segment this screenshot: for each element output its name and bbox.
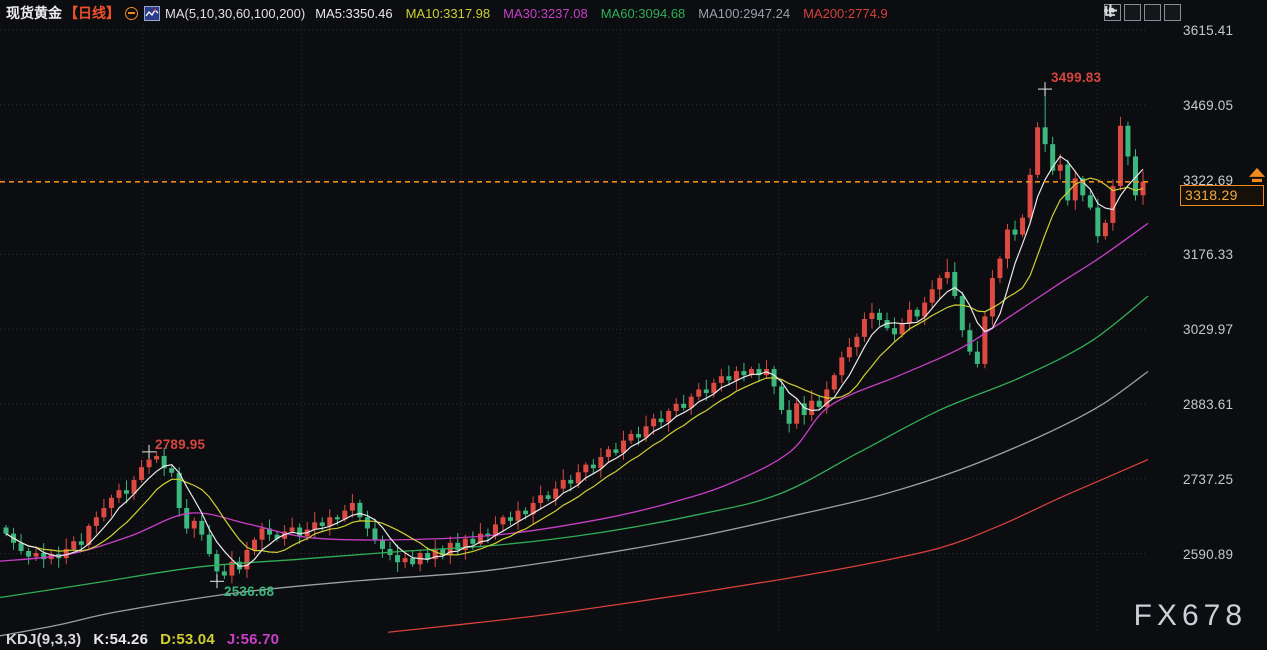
panel-corner-icon[interactable]: [1105, 4, 1141, 21]
annotation-swing-low: 2536.68: [224, 584, 275, 599]
kdj-d-value: D:53.04: [160, 631, 215, 648]
panel-play-icon[interactable]: [1105, 4, 1161, 21]
ma-line-ma10: [5, 177, 1144, 556]
collapse-circle-icon[interactable]: [125, 6, 138, 20]
ma-legend-item: MA30:3237.08: [503, 5, 588, 21]
kdj-indicator-row: KDJ(9,3,3) K:54.26 D:53.04 J:56.70: [6, 631, 291, 648]
y-axis-label: 3322.69: [1183, 172, 1234, 188]
y-axis-label: 2737.25: [1183, 471, 1234, 487]
kdj-j-value: J:56.70: [226, 631, 280, 648]
ma-line-ma200: [387, 458, 1149, 633]
y-axis-label: 3615.41: [1183, 23, 1234, 38]
annotation-high: 3499.83: [1051, 70, 1102, 85]
mini-chart-icon[interactable]: [144, 5, 160, 21]
watermark: FX678: [1133, 599, 1247, 632]
ma-group-label: MA(5,10,30,60,100,200): [165, 5, 306, 21]
price-up-arrow-icon: [1249, 167, 1265, 183]
y-axis-label: 3469.05: [1183, 97, 1234, 113]
y-axis-label: 2590.89: [1183, 546, 1234, 562]
chart-toolbar: [1104, 4, 1181, 21]
grid-lines: [0, 25, 1148, 632]
price-marker-cross: [1038, 82, 1052, 97]
y-axis-label: 3176.33: [1183, 247, 1234, 263]
kdj-k-value: K:54.26: [93, 631, 149, 648]
candlesticks: [3, 89, 1146, 584]
ma-legend-item: MA5:3350.46: [315, 5, 393, 21]
last-price-value: 3318.29: [1185, 186, 1238, 203]
ma-line-ma30: [0, 222, 1149, 562]
y-axis-label: 3029.97: [1183, 322, 1234, 338]
ma-line-ma5: [5, 155, 1144, 568]
ma-legend-item: MA10:3317.98: [405, 5, 491, 21]
panel-export-icon[interactable]: [1105, 4, 1181, 21]
last-price-box: 3318.29: [1180, 184, 1264, 206]
y-axis-label: 2883.61: [1183, 397, 1234, 412]
ma-legend-item: MA100:2947.24: [698, 5, 791, 21]
ma-line-ma60: [0, 295, 1149, 599]
price-marker-cross: [142, 444, 156, 459]
ma-line-ma100: [0, 370, 1149, 637]
ma-legend-item: MA60:3094.68: [600, 5, 686, 21]
y-axis[interactable]: 3318.29 3615.41 3469.05 3322.69 3176.33 3029…: [1180, 0, 1267, 650]
period-label: 【日线】: [64, 5, 120, 21]
kdj-label: KDJ(9,3,3): [6, 631, 82, 648]
symbol-title: 现货黄金: [6, 5, 62, 21]
ma-legend-item: MA200:2774.9: [803, 5, 888, 21]
chart-header: 现货黄金 【日线】 MA(5,10,30,60,100,200) MA5:3350.4…: [6, 3, 901, 23]
annotation-swing-high: 2789.95: [155, 437, 206, 452]
price-marker-cross: [210, 574, 224, 589]
ma-legend: MA5:3350.46 MA10:3317.98 MA30:3237.08 MA60:…: [315, 6, 900, 21]
